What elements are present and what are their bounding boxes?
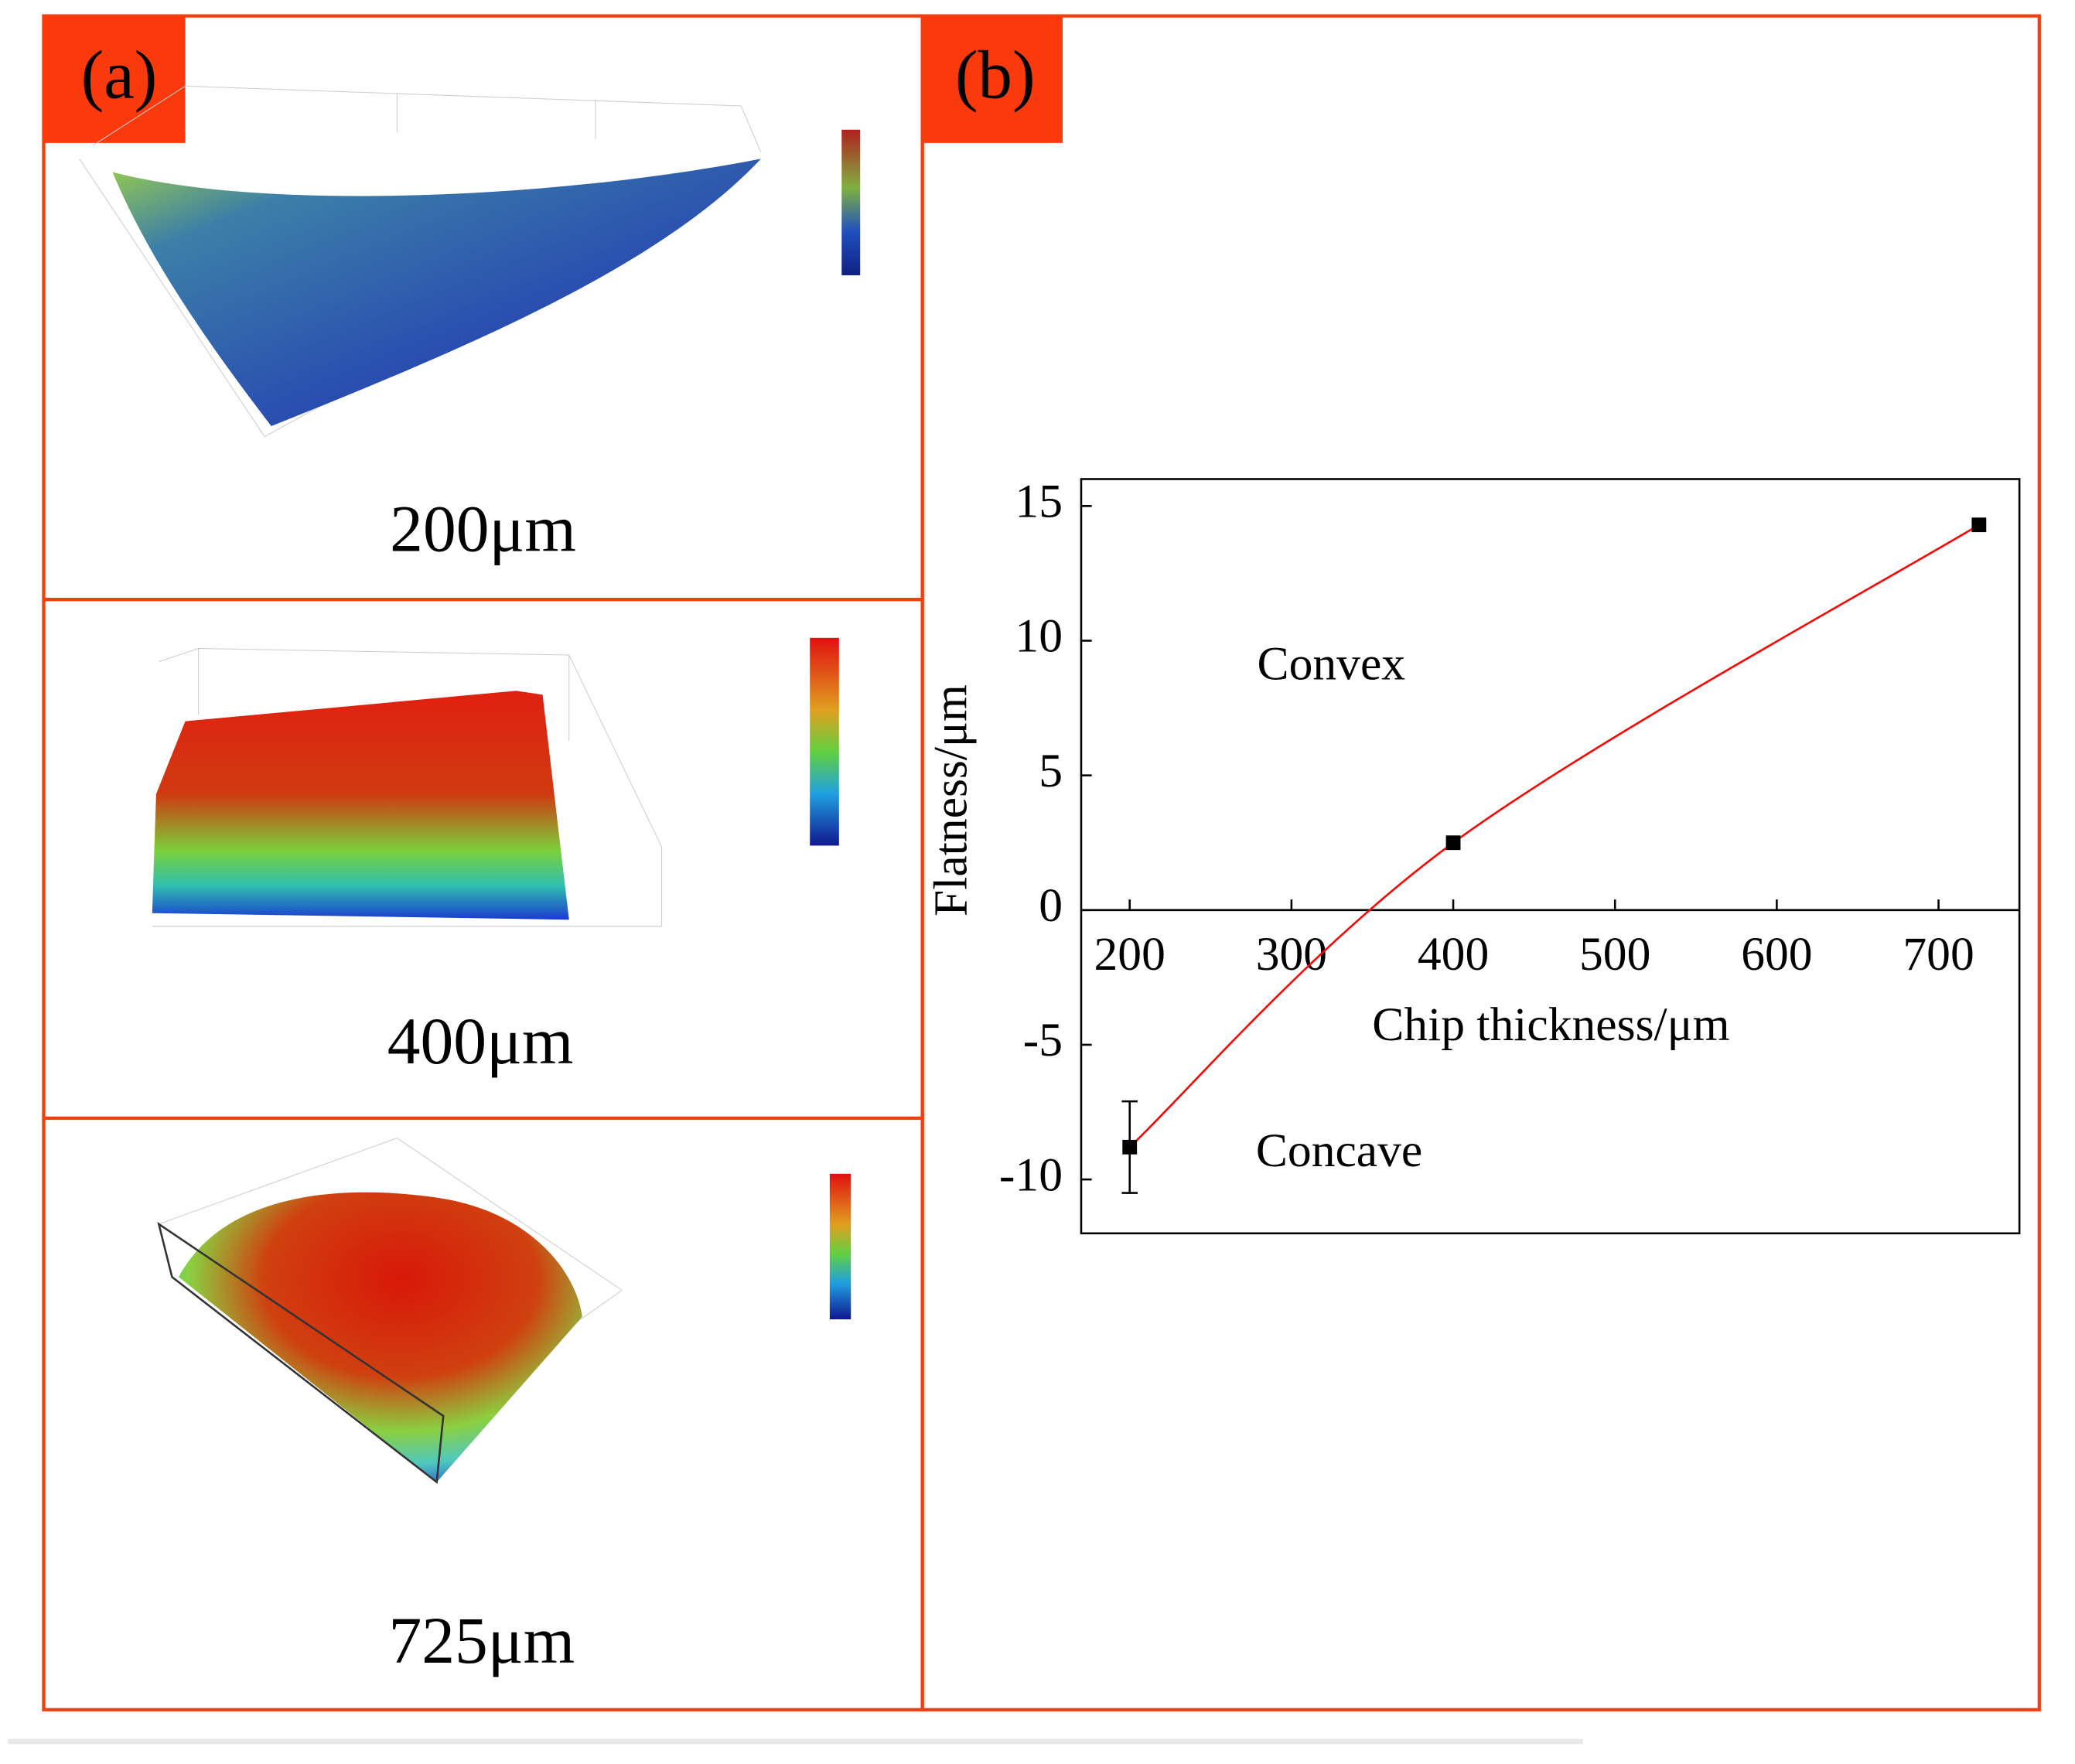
y-tick-label: 10 — [1015, 610, 1063, 663]
annotation: Concave — [1256, 1124, 1422, 1177]
scrollbar — [8, 1738, 1583, 1745]
x-tick-label: 400 — [1418, 928, 1489, 981]
y-tick-label: 15 — [1015, 475, 1063, 527]
x-tick-label: 200 — [1094, 928, 1165, 981]
x-axis-label: Chip thickness/μm — [1372, 998, 1729, 1051]
panel-label: (a) — [81, 38, 158, 114]
panel-b-frame — [920, 14, 2041, 1711]
chart: 200 300 400 500 600 700 15 10 5 0 -5 -10 Chip thickn… — [925, 475, 2021, 1235]
point — [1971, 517, 1987, 533]
x-tick-label: 500 — [1579, 928, 1650, 981]
surface — [152, 691, 569, 920]
annotation: Convex — [1258, 637, 1406, 690]
caption: 400μm — [387, 1005, 574, 1078]
fit-line — [1128, 524, 1980, 1148]
y-tick-label: -5 — [1023, 1014, 1063, 1066]
label-box — [922, 15, 1063, 143]
color-scale — [810, 637, 839, 846]
panel-label: (b) — [955, 38, 1036, 114]
point — [1445, 835, 1461, 851]
section-box — [157, 1221, 445, 1484]
y-tick-label: 0 — [1039, 879, 1063, 932]
y-tick-label: -10 — [999, 1148, 1063, 1201]
label-box — [43, 15, 186, 143]
color-scale — [841, 129, 861, 275]
caption: 725μm — [388, 1604, 575, 1677]
x-tick-label: 700 — [1903, 928, 1974, 981]
point — [1122, 1139, 1138, 1155]
y-axis-label: Flatness/μm — [925, 684, 978, 916]
color-scale — [829, 1173, 852, 1320]
surface — [178, 1192, 582, 1483]
y-tick-label: 5 — [1039, 745, 1063, 797]
plot-frame — [1080, 478, 2021, 1235]
surface-200 — [79, 85, 762, 438]
x-tick-label: 300 — [1256, 928, 1327, 981]
x-tick-label: 600 — [1741, 928, 1812, 981]
surface — [112, 159, 761, 427]
surface-400 — [152, 647, 663, 927]
caption: 200μm — [390, 493, 576, 566]
